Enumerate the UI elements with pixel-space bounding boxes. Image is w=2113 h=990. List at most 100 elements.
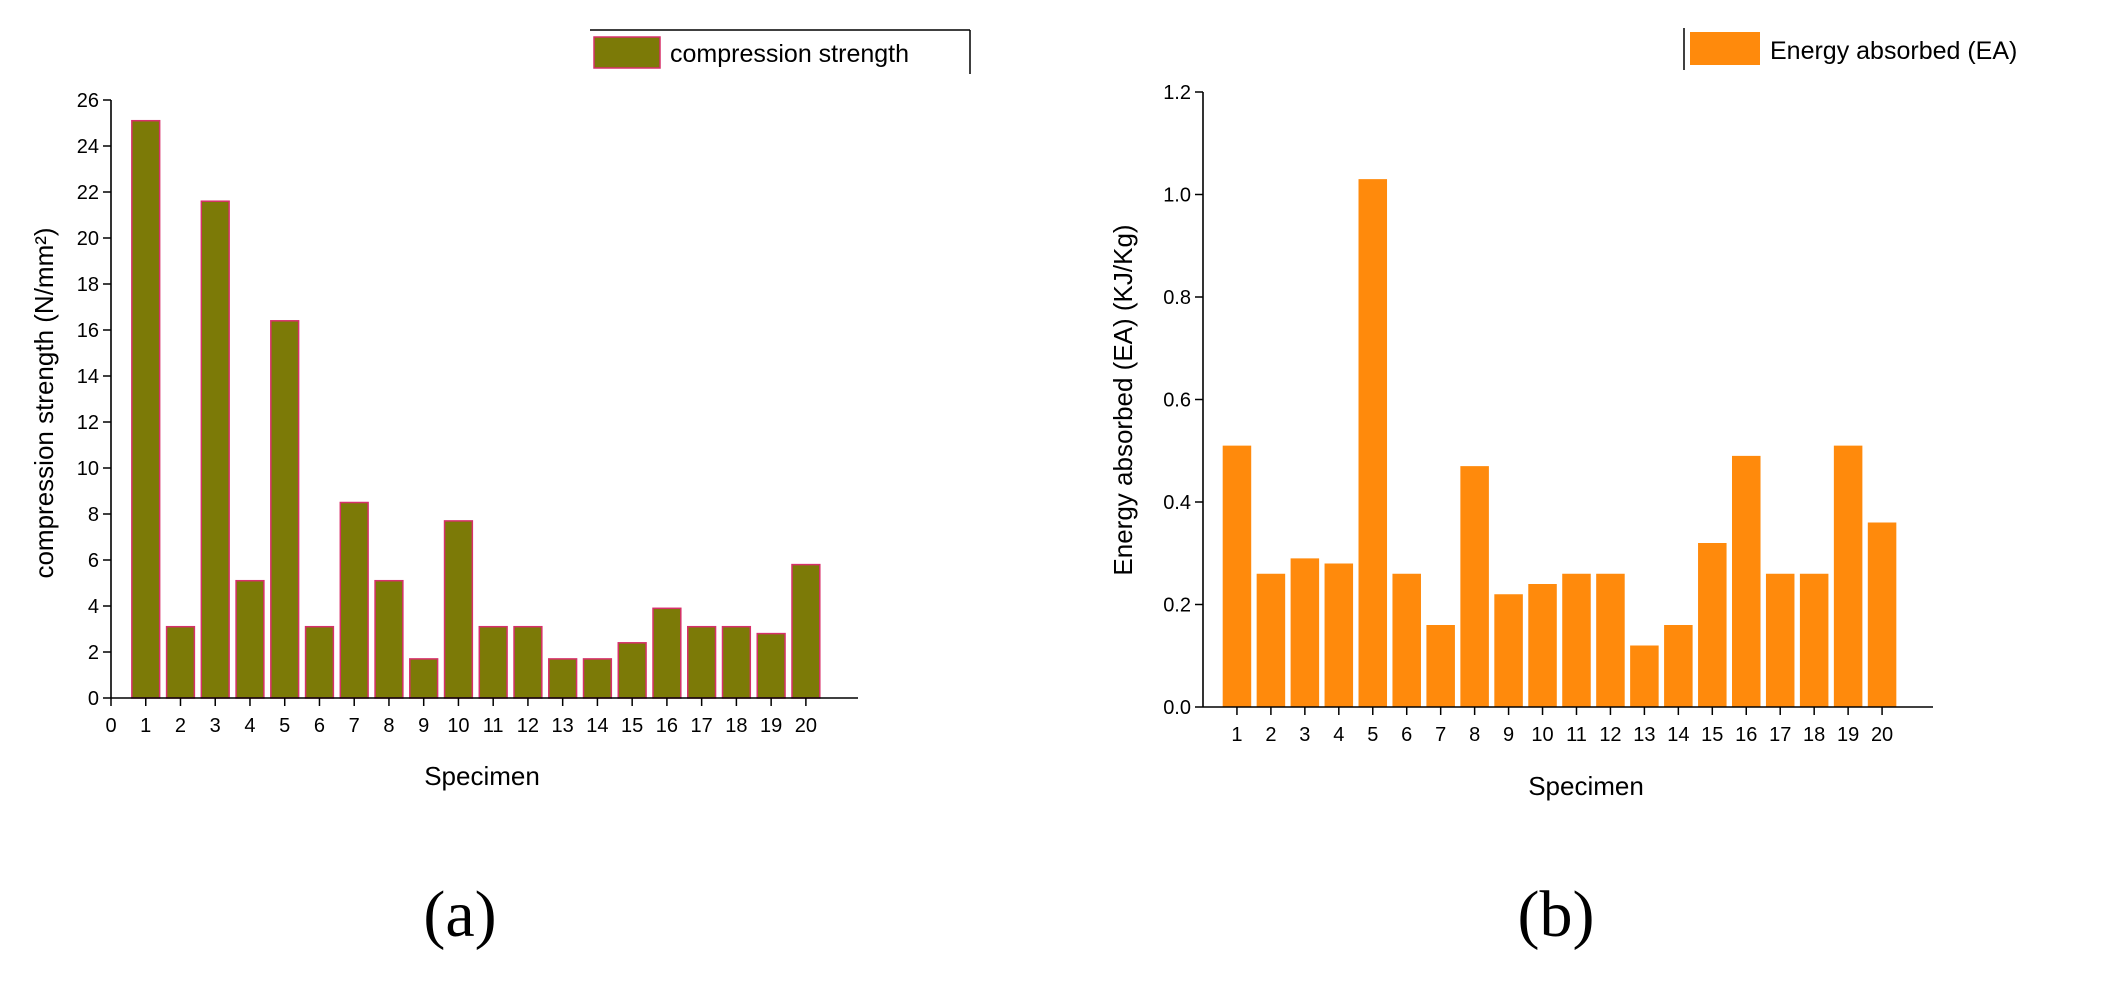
bar-specimen-16	[1732, 455, 1761, 708]
x-tick-label: 13	[552, 715, 574, 737]
x-tick-label: 1	[1231, 724, 1242, 746]
y-tick-label: 0.2	[1163, 595, 1191, 617]
chart-b-x-axis-title: Specimen	[1528, 771, 1644, 801]
x-tick-label: 15	[1701, 724, 1723, 746]
x-tick-label: 15	[621, 715, 643, 737]
x-tick-label: 19	[1837, 724, 1859, 746]
y-tick-label: 0.6	[1163, 390, 1191, 412]
bar-specimen-14	[1664, 625, 1693, 707]
bar-specimen-20	[1867, 522, 1897, 707]
x-tick-label: 12	[1599, 724, 1621, 746]
chart-a-legend-swatch	[593, 36, 661, 69]
x-tick-label: 7	[349, 715, 360, 737]
chart-a-y-axis-title: compression strength (N/mm²)	[29, 227, 59, 578]
bar-specimen-12	[513, 625, 543, 699]
bar-specimen-7	[1426, 625, 1455, 707]
bar-specimen-15	[1698, 543, 1727, 707]
x-tick-label: 9	[418, 715, 429, 737]
x-tick-label: 3	[1299, 724, 1310, 746]
bar-specimen-18	[1799, 573, 1829, 707]
y-tick-label: 4	[88, 596, 99, 618]
bar-specimen-4	[1324, 563, 1354, 707]
bar-specimen-19	[1833, 445, 1863, 708]
bar-specimen-2	[165, 625, 196, 699]
y-tick-label: 26	[77, 90, 99, 112]
bar-specimen-3	[1290, 558, 1320, 708]
x-tick-label: 20	[795, 715, 817, 737]
x-tick-label: 5	[1367, 724, 1378, 746]
bar-specimen-7	[339, 501, 369, 699]
bar-specimen-5	[270, 320, 300, 699]
chart-b: 0.00.20.40.60.81.01.21 2 3 4 5 6 7 8 9 10 11 12 13 14…	[1108, 28, 2017, 951]
bar-specimen-16	[652, 607, 682, 699]
x-tick-label: 4	[244, 715, 255, 737]
bar-specimen-17	[687, 625, 717, 699]
bar-specimen-20	[791, 563, 821, 699]
y-tick-label: 8	[88, 504, 99, 526]
bar-specimen-15	[617, 642, 647, 699]
x-tick-label: 18	[725, 715, 747, 737]
y-tick-label: 12	[77, 412, 99, 434]
bar-specimen-6	[304, 625, 335, 699]
bar-specimen-1	[1222, 445, 1252, 708]
y-tick-label: 6	[88, 550, 99, 572]
x-tick-label: 6	[1401, 724, 1412, 746]
x-tick-label: 10	[1531, 724, 1553, 746]
y-tick-label: 0	[88, 688, 99, 710]
bar-specimen-6	[1392, 573, 1421, 707]
x-tick-label: 2	[1265, 724, 1276, 746]
chart-a-bars	[131, 119, 821, 699]
y-tick-label: 22	[77, 182, 99, 204]
x-tick-label: 19	[760, 715, 782, 737]
bar-specimen-3	[200, 200, 230, 699]
y-tick-label: 14	[77, 366, 99, 388]
bar-specimen-12	[1596, 573, 1625, 707]
chart-b-bars	[1222, 179, 1897, 708]
bar-specimen-8	[1460, 466, 1489, 708]
x-tick-label: 18	[1803, 724, 1825, 746]
x-tick-label: 7	[1435, 724, 1446, 746]
chart-b-axes: 0.00.20.40.60.81.01.21 2 3 4 5 6 7 8 9 10 11 12 13 14…	[1163, 82, 1933, 746]
y-tick-label: 16	[77, 320, 99, 342]
chart-b-legend-label: Energy absorbed (EA)	[1770, 37, 2017, 65]
bar-specimen-9	[1494, 594, 1523, 707]
x-tick-label: 14	[1667, 724, 1689, 746]
bar-specimen-19	[756, 632, 786, 699]
x-tick-label: 10	[447, 715, 469, 737]
bar-specimen-8	[374, 579, 404, 699]
bar-specimen-10	[1528, 584, 1557, 707]
bar-specimen-14	[582, 658, 613, 699]
x-tick-label: 16	[656, 715, 678, 737]
x-tick-label: 13	[1633, 724, 1655, 746]
x-tick-label: 16	[1735, 724, 1757, 746]
chart-a-legend: compression strength	[590, 29, 971, 74]
y-tick-label: 10	[77, 458, 99, 480]
x-tick-label: 17	[1769, 724, 1791, 746]
y-tick-label: 2	[88, 642, 99, 664]
x-tick-label: 12	[517, 715, 539, 737]
x-tick-label: 8	[1469, 724, 1480, 746]
x-tick-label: 17	[691, 715, 713, 737]
bar-specimen-13	[548, 658, 578, 699]
chart-a-x-axis-title: Specimen	[424, 761, 540, 791]
panel-label-b: (b)	[1518, 878, 1595, 951]
chart-b-y-axis-title: Energy absorbed (EA) (KJ/Kg)	[1108, 224, 1138, 575]
bar-specimen-4	[235, 579, 265, 699]
y-tick-label: 18	[77, 274, 99, 296]
x-tick-label: 4	[1333, 724, 1344, 746]
bar-specimen-10	[443, 520, 474, 699]
x-tick-label: 20	[1871, 724, 1893, 746]
bar-specimen-2	[1256, 573, 1286, 707]
y-tick-label: 20	[77, 228, 99, 250]
chart-b-legend-swatch	[1690, 32, 1760, 65]
bar-specimen-11	[478, 625, 508, 699]
bar-specimen-13	[1630, 645, 1659, 707]
x-tick-label: 11	[483, 715, 504, 737]
x-tick-label: 3	[210, 715, 221, 737]
x-tick-label: 5	[279, 715, 290, 737]
bar-specimen-9	[409, 658, 439, 699]
bar-specimen-18	[721, 625, 752, 699]
x-tick-label: 9	[1503, 724, 1514, 746]
y-tick-label: 0.4	[1163, 492, 1191, 514]
